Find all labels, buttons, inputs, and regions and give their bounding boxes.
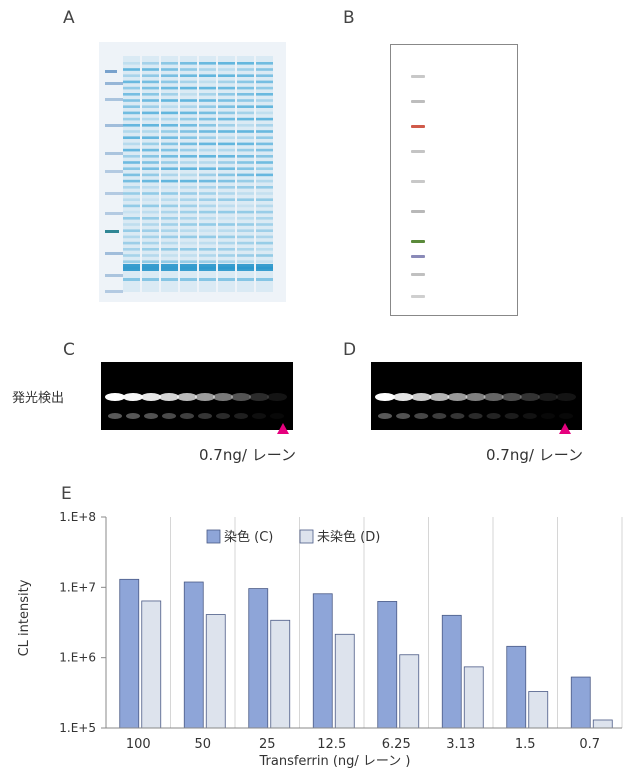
- detection-limit-label-c: 0.7ng/ レーン: [199, 446, 296, 464]
- legend-label-unstained: 未染色 (D): [317, 529, 380, 545]
- x-tick-label: 12.5: [317, 737, 346, 752]
- bar-unstained: [141, 600, 162, 729]
- blot-drawing-d: [375, 393, 576, 419]
- y-tick-label: 1.E+5: [59, 721, 96, 735]
- x-tick-label: 6.25: [382, 737, 411, 752]
- blot-image-c: [101, 362, 293, 430]
- stained-gel-image: [99, 42, 286, 302]
- bar-stained: [312, 593, 333, 729]
- panel-label-b: B: [343, 8, 355, 28]
- panel-label-e: E: [61, 484, 72, 504]
- blot-image-d: [371, 362, 582, 430]
- legend-label-stained: 染色 (C): [224, 529, 273, 545]
- y-axis-title: CL intensity: [17, 579, 32, 656]
- membrane-drawing: [411, 75, 425, 298]
- bar-unstained: [463, 666, 484, 729]
- bar-unstained: [592, 719, 613, 729]
- x-tick-label: 100: [126, 737, 151, 752]
- bar-stained: [183, 581, 204, 729]
- x-tick-label: 1.5: [515, 737, 536, 752]
- chart-axes: [101, 516, 622, 729]
- chart-labels: 1.E+8 1.E+7 1.E+6 1.E+5 100 50 25 12.5 6.25 3.13 1…: [59, 510, 600, 752]
- bar-unstained: [399, 654, 420, 729]
- panel-label-c: C: [63, 340, 75, 360]
- bar-stained: [441, 614, 462, 729]
- bar-stained: [570, 676, 591, 729]
- stained-gel-drawing: [99, 42, 286, 302]
- bar-unstained: [205, 614, 226, 729]
- x-tick-label: 50: [194, 737, 211, 752]
- detection-limit-label-d: 0.7ng/ レーン: [486, 446, 583, 464]
- legend-swatch-unstained: [299, 529, 314, 544]
- chart-bars: [119, 578, 613, 729]
- chemiluminescence-side-label: 発光検出: [12, 391, 65, 406]
- chart-legend: 染色 (C) 未染色 (D): [206, 529, 380, 545]
- y-tick-label: 1.E+8: [59, 510, 96, 524]
- x-tick-label: 3.13: [446, 737, 475, 752]
- blot-drawing-c: [105, 393, 287, 419]
- x-axis-title: Transferrin (ng/ レーン ): [258, 754, 410, 769]
- y-tick-label: 1.E+7: [59, 580, 96, 594]
- panel-label-d: D: [343, 340, 357, 360]
- x-tick-label: 0.7: [579, 737, 600, 752]
- x-tick-label: 25: [259, 737, 276, 752]
- bar-stained: [377, 601, 398, 729]
- y-tick-label: 1.E+6: [59, 651, 96, 665]
- chart-grid: [170, 517, 623, 728]
- legend-swatch-stained: [206, 529, 221, 544]
- bar-stained: [506, 645, 527, 729]
- membrane-image: [390, 44, 518, 316]
- bar-unstained: [334, 633, 355, 729]
- bar-stained: [119, 578, 140, 729]
- panel-label-a: A: [63, 8, 75, 28]
- bar-stained: [248, 588, 269, 729]
- bar-unstained: [528, 691, 549, 729]
- bar-unstained: [270, 619, 291, 729]
